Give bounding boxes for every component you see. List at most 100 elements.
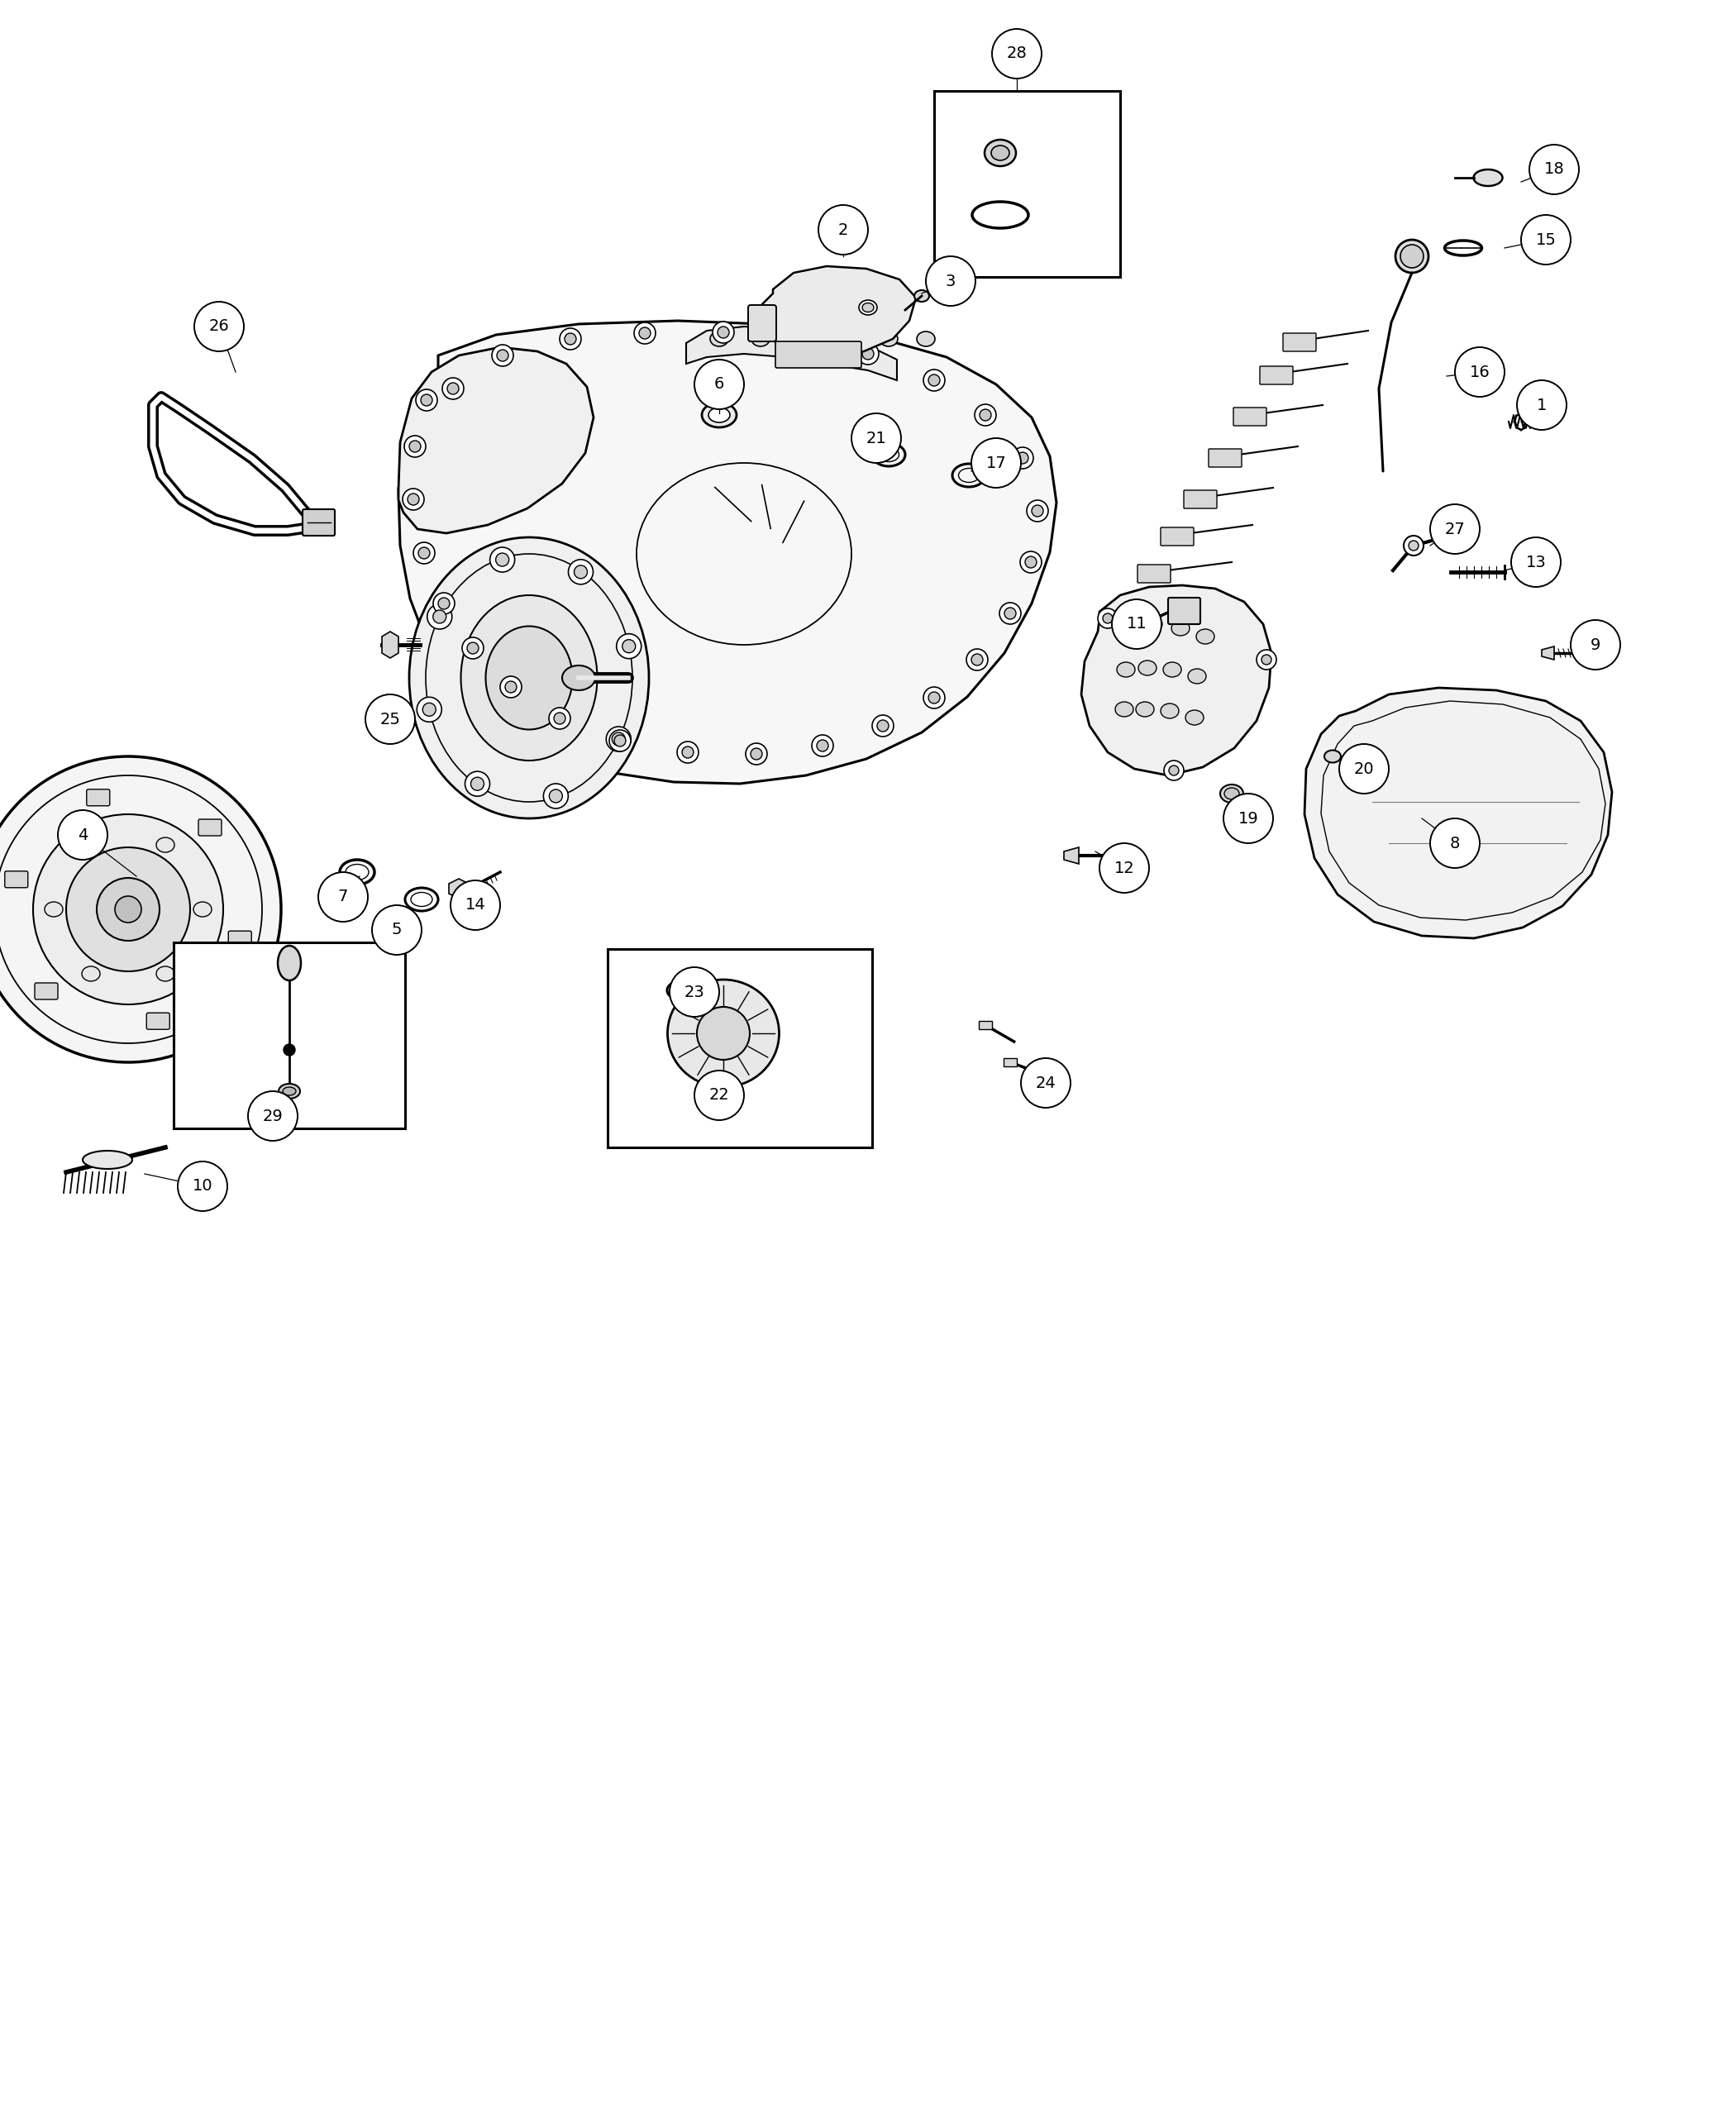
Ellipse shape [156,965,174,980]
Circle shape [465,772,490,797]
Circle shape [1430,818,1479,868]
Circle shape [790,327,811,348]
Circle shape [318,873,368,921]
Ellipse shape [668,980,779,1088]
Circle shape [404,436,425,457]
Polygon shape [1064,847,1078,864]
Circle shape [670,968,719,1016]
Ellipse shape [1135,702,1154,717]
Ellipse shape [460,594,597,761]
Circle shape [1262,656,1271,664]
Circle shape [877,721,889,731]
Circle shape [66,847,191,972]
Text: 6: 6 [713,377,724,392]
Circle shape [1111,599,1161,649]
Text: 23: 23 [684,984,705,999]
Circle shape [448,384,458,394]
Polygon shape [382,632,399,658]
Circle shape [979,409,991,422]
Text: 19: 19 [1238,812,1259,826]
Circle shape [564,333,576,346]
FancyBboxPatch shape [748,306,776,341]
Circle shape [462,637,484,660]
Circle shape [417,698,441,721]
Ellipse shape [1474,169,1502,186]
Circle shape [1529,145,1580,194]
Circle shape [496,552,509,567]
Circle shape [177,1162,227,1212]
Ellipse shape [701,403,736,428]
Circle shape [863,348,873,360]
Circle shape [929,375,939,386]
Ellipse shape [1139,660,1156,675]
Ellipse shape [45,902,62,917]
Bar [608,949,871,1147]
Text: 2: 2 [838,221,849,238]
Text: 15: 15 [1536,232,1555,247]
Ellipse shape [1172,622,1189,637]
Ellipse shape [880,331,898,346]
Circle shape [559,329,582,350]
FancyBboxPatch shape [87,788,109,805]
Circle shape [1005,607,1016,620]
Circle shape [1257,649,1276,670]
Circle shape [925,257,976,306]
FancyBboxPatch shape [1283,333,1316,352]
Circle shape [795,331,806,344]
Circle shape [115,896,141,923]
Circle shape [818,204,868,255]
Circle shape [621,639,635,653]
Text: 28: 28 [1007,46,1028,61]
Ellipse shape [1224,788,1240,799]
Circle shape [97,877,160,940]
Circle shape [1099,843,1149,894]
Circle shape [496,350,509,360]
Ellipse shape [838,331,856,346]
Ellipse shape [83,1151,132,1170]
Circle shape [549,708,571,729]
Polygon shape [1304,687,1613,938]
Text: 8: 8 [1450,835,1460,852]
Circle shape [851,413,901,464]
Circle shape [677,742,698,763]
Circle shape [422,702,436,717]
Text: 12: 12 [1115,860,1135,875]
Circle shape [0,757,281,1062]
Circle shape [871,715,894,736]
Circle shape [57,809,108,860]
Circle shape [1338,744,1389,793]
Circle shape [418,548,431,559]
Circle shape [434,592,455,613]
Ellipse shape [562,666,595,689]
Bar [174,942,404,1128]
Circle shape [1026,500,1049,521]
Circle shape [1017,453,1028,464]
Circle shape [696,1008,750,1060]
Circle shape [490,548,514,571]
Ellipse shape [1163,662,1180,677]
Circle shape [1571,620,1620,670]
Circle shape [248,1092,297,1140]
FancyBboxPatch shape [1137,565,1170,582]
Circle shape [568,559,594,584]
Text: 11: 11 [1127,616,1147,632]
Circle shape [1168,765,1179,776]
Ellipse shape [1187,668,1207,683]
Ellipse shape [991,145,1009,160]
Ellipse shape [193,902,212,917]
Circle shape [1097,609,1118,628]
Circle shape [283,1043,295,1056]
Text: 20: 20 [1354,761,1375,776]
FancyBboxPatch shape [1184,491,1217,508]
Circle shape [467,643,479,653]
Text: 1: 1 [1536,396,1547,413]
Circle shape [717,327,729,337]
Text: 22: 22 [708,1088,729,1102]
Ellipse shape [1325,750,1340,763]
Circle shape [972,438,1021,487]
Ellipse shape [1396,240,1429,272]
Circle shape [372,904,422,955]
Polygon shape [1003,1058,1017,1067]
Circle shape [1455,348,1505,396]
Circle shape [1510,538,1561,586]
